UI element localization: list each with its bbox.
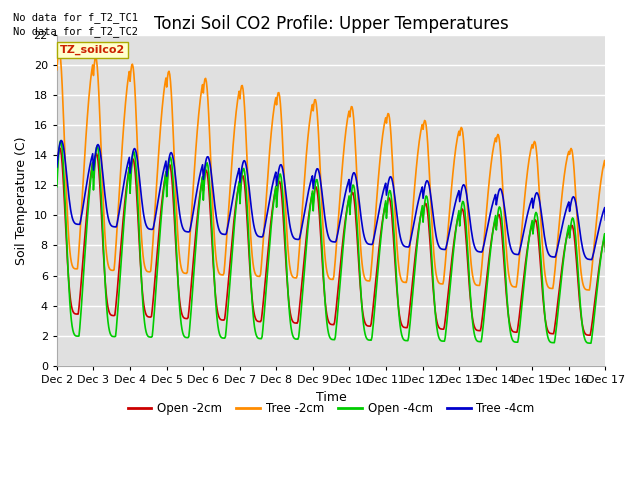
Title: Tonzi Soil CO2 Profile: Upper Temperatures: Tonzi Soil CO2 Profile: Upper Temperatur…	[154, 15, 509, 33]
Text: No data for f_T2_TC2: No data for f_T2_TC2	[13, 26, 138, 37]
X-axis label: Time: Time	[316, 391, 346, 404]
Text: No data for f_T2_TC1: No data for f_T2_TC1	[13, 12, 138, 23]
Y-axis label: Soil Temperature (C): Soil Temperature (C)	[15, 136, 28, 264]
Text: TZ_soilco2: TZ_soilco2	[60, 45, 125, 55]
Legend: Open -2cm, Tree -2cm, Open -4cm, Tree -4cm: Open -2cm, Tree -2cm, Open -4cm, Tree -4…	[123, 397, 540, 420]
